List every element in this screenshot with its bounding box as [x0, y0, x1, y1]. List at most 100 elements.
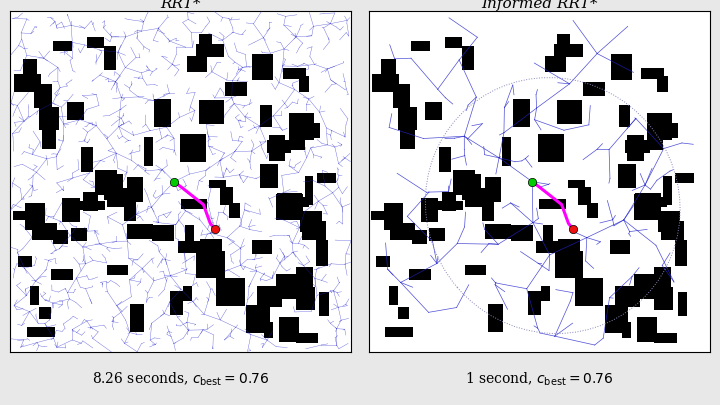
Bar	[283, 69, 306, 79]
Bar	[615, 286, 641, 307]
Bar	[465, 265, 486, 275]
Bar	[513, 100, 530, 127]
Bar	[180, 134, 206, 162]
Bar	[488, 305, 503, 332]
Bar	[661, 221, 684, 240]
Bar	[411, 42, 431, 51]
Bar	[197, 251, 225, 279]
Bar	[299, 77, 310, 93]
Bar	[429, 229, 445, 241]
Bar	[611, 55, 631, 81]
Bar	[183, 287, 192, 301]
Bar	[276, 193, 302, 205]
Bar	[87, 38, 104, 49]
Bar	[257, 286, 282, 307]
Bar	[14, 75, 41, 92]
Bar	[279, 317, 299, 342]
Bar	[40, 307, 51, 319]
Bar	[153, 226, 174, 242]
Bar	[216, 278, 245, 306]
Bar	[154, 100, 171, 127]
Bar	[225, 83, 247, 97]
Bar	[296, 287, 315, 311]
Bar	[678, 293, 688, 316]
Bar	[260, 164, 278, 189]
Bar	[71, 229, 87, 241]
Bar	[618, 106, 630, 128]
Bar	[575, 278, 603, 306]
Bar	[276, 275, 298, 300]
Bar	[502, 138, 511, 166]
Bar	[63, 198, 80, 222]
Bar	[296, 333, 318, 343]
Title: Informed RRT*: Informed RRT*	[481, 0, 598, 11]
Bar	[300, 212, 322, 232]
Bar	[253, 55, 274, 81]
Bar	[658, 212, 680, 232]
Bar	[40, 108, 58, 130]
Text: 1 second, $c_\mathrm{best} = 0.76$: 1 second, $c_\mathrm{best} = 0.76$	[465, 370, 613, 387]
Bar	[67, 103, 84, 120]
Bar	[170, 291, 183, 315]
Bar	[626, 141, 649, 153]
Bar	[276, 195, 303, 220]
Bar	[261, 106, 272, 128]
Bar	[289, 113, 314, 141]
Bar	[210, 180, 226, 189]
Bar	[554, 45, 582, 58]
Bar	[32, 223, 58, 241]
Bar	[199, 35, 212, 55]
Bar	[536, 241, 560, 253]
Bar	[127, 177, 143, 203]
Bar	[292, 197, 309, 208]
Bar	[567, 180, 585, 189]
Bar	[649, 197, 667, 208]
Bar	[289, 141, 305, 151]
Bar	[13, 211, 31, 221]
Bar	[453, 171, 475, 196]
Bar	[482, 202, 494, 222]
Bar	[627, 136, 644, 162]
Bar	[622, 322, 631, 338]
Bar	[426, 103, 442, 120]
Bar	[246, 305, 270, 333]
Bar	[229, 203, 240, 219]
Bar	[663, 177, 672, 205]
Bar	[84, 192, 98, 211]
Bar	[267, 141, 292, 153]
Bar	[389, 286, 397, 305]
Bar	[675, 174, 694, 184]
Bar	[634, 275, 656, 300]
Bar	[554, 251, 582, 279]
Bar	[181, 199, 207, 209]
Bar	[668, 124, 678, 139]
Bar	[130, 305, 144, 332]
Bar	[104, 47, 116, 71]
Bar	[372, 75, 400, 92]
Bar	[642, 69, 665, 79]
Bar	[557, 100, 582, 124]
Bar	[588, 203, 598, 219]
Bar	[385, 327, 413, 338]
Bar	[528, 291, 541, 315]
Bar	[654, 333, 677, 343]
Bar	[94, 171, 117, 196]
Bar	[81, 148, 93, 173]
Bar	[53, 42, 72, 51]
Bar	[27, 327, 55, 338]
Bar	[25, 204, 45, 230]
Bar	[439, 148, 451, 173]
Bar	[318, 174, 336, 184]
Bar	[196, 45, 225, 58]
Bar	[392, 85, 410, 108]
Bar	[462, 175, 481, 200]
Title: RRT*: RRT*	[161, 0, 201, 11]
Bar	[390, 223, 415, 241]
Bar	[199, 100, 224, 124]
Bar	[539, 134, 564, 162]
Bar	[583, 83, 605, 97]
Bar	[269, 136, 285, 162]
Bar	[30, 286, 40, 305]
Bar	[305, 177, 313, 205]
Bar	[124, 202, 136, 222]
